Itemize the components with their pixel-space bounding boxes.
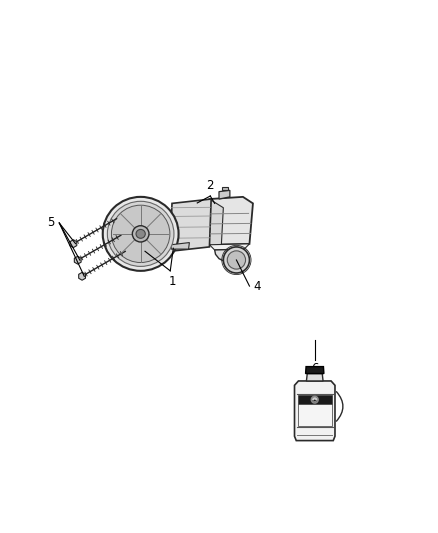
- Polygon shape: [219, 190, 230, 199]
- Ellipse shape: [132, 225, 149, 242]
- Polygon shape: [306, 367, 324, 374]
- Polygon shape: [209, 197, 253, 245]
- Polygon shape: [209, 199, 223, 248]
- Text: 2: 2: [207, 179, 214, 192]
- Text: 6: 6: [311, 362, 318, 375]
- Circle shape: [223, 247, 250, 273]
- Text: 1: 1: [169, 275, 176, 288]
- Polygon shape: [294, 381, 335, 441]
- Ellipse shape: [107, 201, 174, 266]
- FancyBboxPatch shape: [298, 395, 332, 403]
- Text: 4: 4: [253, 280, 261, 293]
- Text: 5: 5: [48, 216, 55, 230]
- Polygon shape: [70, 240, 77, 247]
- Polygon shape: [74, 256, 81, 264]
- Circle shape: [227, 251, 246, 269]
- Polygon shape: [79, 272, 85, 280]
- Polygon shape: [171, 243, 189, 249]
- Ellipse shape: [136, 229, 145, 238]
- Ellipse shape: [103, 197, 179, 271]
- Polygon shape: [215, 249, 246, 263]
- Circle shape: [313, 398, 317, 402]
- Polygon shape: [209, 244, 250, 250]
- Polygon shape: [170, 199, 211, 251]
- Ellipse shape: [111, 205, 170, 263]
- Polygon shape: [307, 374, 323, 381]
- FancyBboxPatch shape: [298, 403, 332, 426]
- Polygon shape: [222, 187, 228, 190]
